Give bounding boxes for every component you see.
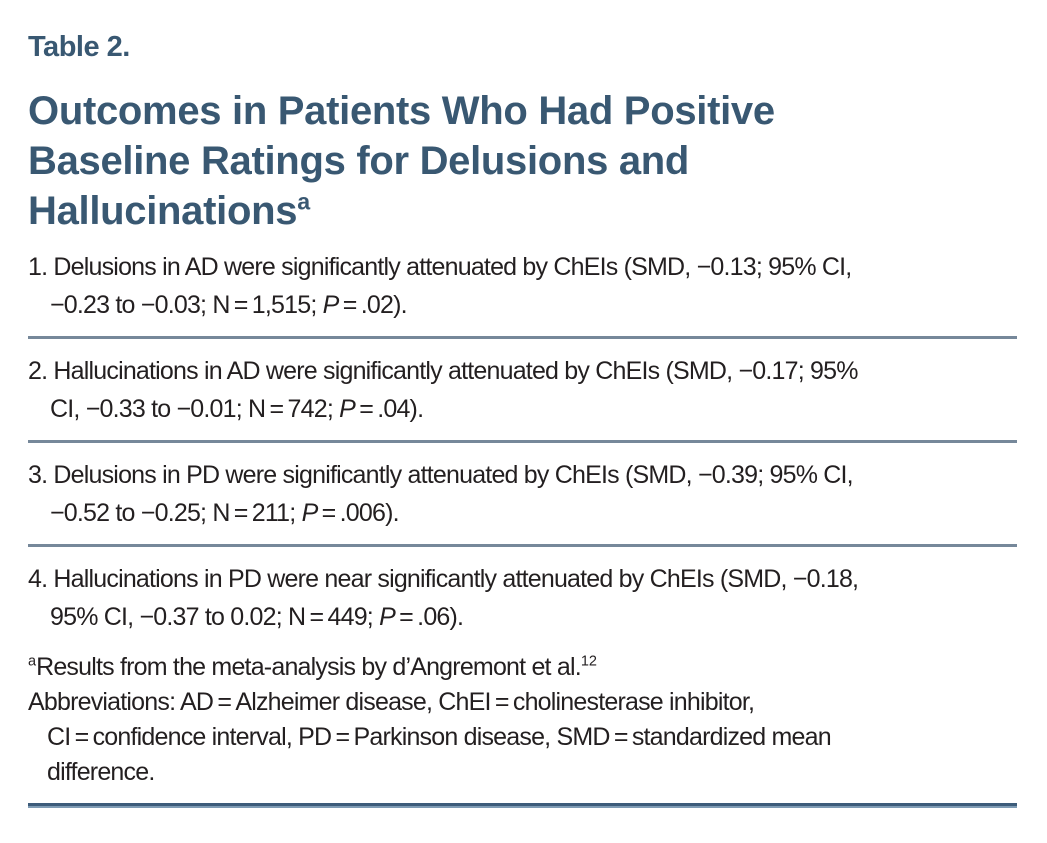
- footnote-abbreviations: Abbreviations: AD = Alzheimer disease, C…: [28, 688, 832, 786]
- finding-item-4: 4. Hallucinations in PD were near signif…: [28, 565, 859, 631]
- finding-item-2: 2. Hallucinations in AD were significant…: [28, 357, 858, 423]
- footnotes-block: aResults from the meta-analysis by d’Ang…: [28, 650, 1017, 790]
- separator-line-1: [28, 336, 1017, 339]
- finding-item-3: 3. Delusions in PD were significantly at…: [28, 461, 854, 527]
- separator-line-3: [28, 544, 1017, 547]
- findings-list: 1. Delusions in AD were significantly at…: [28, 248, 1017, 636]
- finding-item-1: 1. Delusions in AD were significantly at…: [28, 253, 852, 319]
- table-title: Outcomes in Patients Who Had Positive Bas…: [28, 89, 775, 233]
- separator-line-2: [28, 440, 1017, 443]
- bottom-border-rule: [28, 803, 1017, 808]
- footnote-source: aResults from the meta-analysis by d’Ang…: [28, 653, 597, 681]
- table-number-label: Table 2.: [28, 31, 130, 63]
